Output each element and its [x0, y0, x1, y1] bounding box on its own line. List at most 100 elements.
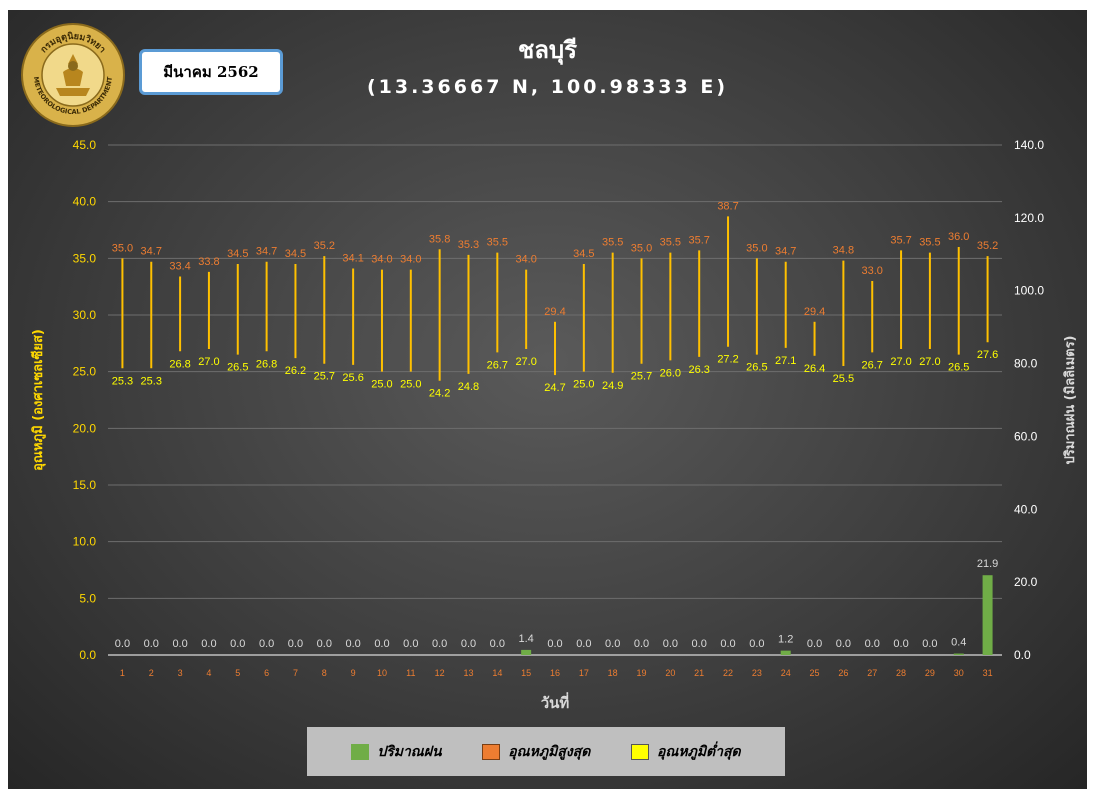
y-right-tick-label: 40.0 [1014, 502, 1038, 516]
rain-value-label: 0.0 [893, 638, 908, 650]
y-right-tick-label: 60.0 [1014, 429, 1038, 443]
legend-label-min-temp: อุณหภูมิต่ำสุด [656, 743, 741, 760]
rain-value-label: 0.0 [288, 638, 303, 650]
legend-item-rain: ปริมาณฝน [351, 741, 442, 763]
rain-value-label: 0.0 [144, 638, 159, 650]
rain-value-label: 0.0 [461, 638, 476, 650]
rain-bar [521, 649, 532, 655]
max-temp-label: 35.5 [602, 237, 623, 249]
legend-item-min-temp: อุณหภูมิต่ำสุด [630, 741, 741, 763]
x-tick-label: 9 [351, 668, 356, 678]
y-right-tick-label: 140.0 [1014, 138, 1044, 152]
month-label-box: มีนาคม 2562 [139, 49, 283, 95]
rain-value-label: 0.0 [547, 638, 562, 650]
x-tick-label: 22 [723, 668, 733, 678]
max-temp-label: 35.7 [890, 234, 911, 246]
y-left-tick-label: 15.0 [73, 478, 97, 492]
y-left-tick-label: 45.0 [73, 138, 97, 152]
max-temp-label: 35.5 [487, 237, 508, 249]
max-temp-label: 34.7 [775, 246, 796, 258]
min-temp-label: 26.7 [862, 359, 883, 371]
min-temp-label: 27.0 [890, 356, 911, 368]
max-temp-label: 34.7 [256, 246, 277, 258]
min-temp-label: 26.4 [804, 363, 825, 375]
max-temp-label: 34.7 [141, 246, 162, 258]
legend-item-max-temp: อุณหภูมิสูงสุด [482, 741, 590, 763]
max-temp-label: 35.3 [458, 239, 479, 251]
max-temp-label: 33.4 [169, 260, 190, 272]
x-tick-label: 30 [954, 668, 964, 678]
y-left-axis-title: อุณหภูมิ (องศาเซลเซียส) [30, 329, 46, 471]
x-tick-label: 12 [435, 668, 445, 678]
min-temp-label: 27.1 [775, 355, 796, 367]
x-tick-label: 19 [637, 668, 647, 678]
max-temp-label: 34.1 [342, 253, 363, 265]
x-tick-label: 20 [665, 668, 675, 678]
x-tick-label: 21 [694, 668, 704, 678]
legend: ปริมาณฝน อุณหภูมิสูงสุด อุณหภูมิต่ำสุด [307, 727, 785, 776]
min-temp-label: 26.5 [227, 362, 248, 374]
min-temp-label: 24.9 [602, 380, 623, 392]
y-left-tick-label: 0.0 [79, 648, 96, 662]
legend-label-rain: ปริมาณฝน [377, 743, 442, 760]
max-temp-label: 35.2 [314, 240, 335, 252]
max-temp-label: 34.0 [515, 254, 536, 266]
min-temp-label: 25.0 [400, 379, 421, 391]
x-tick-label: 23 [752, 668, 762, 678]
rain-value-label: 0.4 [951, 637, 966, 649]
min-temp-label: 27.0 [919, 356, 940, 368]
rain-value-label: 0.0 [605, 638, 620, 650]
x-tick-label: 1 [120, 668, 125, 678]
x-tick-label: 7 [293, 668, 298, 678]
max-temp-label: 35.7 [688, 234, 709, 246]
max-temp-label: 34.0 [371, 254, 392, 266]
x-tick-label: 15 [521, 668, 531, 678]
min-temp-label: 24.8 [458, 381, 479, 393]
x-tick-label: 11 [406, 668, 415, 678]
min-temp-label: 24.7 [544, 382, 565, 394]
x-axis-title: วันที่ [541, 692, 570, 712]
legend-swatch-rain [351, 743, 370, 760]
rain-bar [780, 650, 791, 655]
min-temp-label: 26.8 [256, 358, 277, 370]
x-tick-label: 27 [867, 668, 877, 678]
min-temp-label: 27.6 [977, 349, 998, 361]
rain-value-label: 0.0 [634, 638, 649, 650]
y-right-tick-label: 80.0 [1014, 357, 1038, 371]
rain-value-label: 0.0 [374, 638, 389, 650]
x-tick-label: 2 [149, 668, 154, 678]
legend-swatch-min-temp [630, 743, 649, 760]
y-left-tick-label: 20.0 [73, 421, 97, 435]
y-left-tick-label: 5.0 [79, 591, 96, 605]
max-temp-label: 35.0 [631, 242, 652, 254]
y-right-axis-title: ปริมาณฝน (มิลลิเมตร) [1063, 335, 1078, 464]
y-left-tick-label: 30.0 [73, 308, 97, 322]
rain-bar [982, 575, 993, 655]
rain-value-label: 0.0 [317, 638, 332, 650]
rain-value-label: 0.0 [115, 638, 130, 650]
x-tick-label: 25 [810, 668, 820, 678]
min-temp-label: 26.7 [487, 359, 508, 371]
max-temp-label: 38.7 [717, 200, 738, 212]
max-temp-label: 35.0 [112, 242, 133, 254]
x-tick-label: 13 [463, 668, 473, 678]
chart-frame [8, 10, 1087, 789]
min-temp-label: 26.5 [948, 362, 969, 374]
rain-value-label: 0.0 [836, 638, 851, 650]
rain-value-label: 0.0 [692, 638, 707, 650]
y-right-tick-label: 120.0 [1014, 211, 1044, 225]
max-temp-label: 35.5 [660, 237, 681, 249]
rain-value-label: 0.0 [201, 638, 216, 650]
x-tick-label: 29 [925, 668, 935, 678]
max-temp-label: 35.5 [919, 237, 940, 249]
x-tick-label: 31 [983, 668, 993, 678]
min-temp-label: 27.0 [198, 356, 219, 368]
min-temp-label: 25.3 [112, 375, 133, 387]
y-right-tick-label: 100.0 [1014, 284, 1044, 298]
min-temp-label: 27.0 [515, 356, 536, 368]
x-tick-label: 10 [377, 668, 387, 678]
max-temp-label: 35.8 [429, 233, 450, 245]
max-temp-label: 33.8 [198, 256, 219, 268]
rain-value-label: 1.4 [519, 633, 534, 645]
